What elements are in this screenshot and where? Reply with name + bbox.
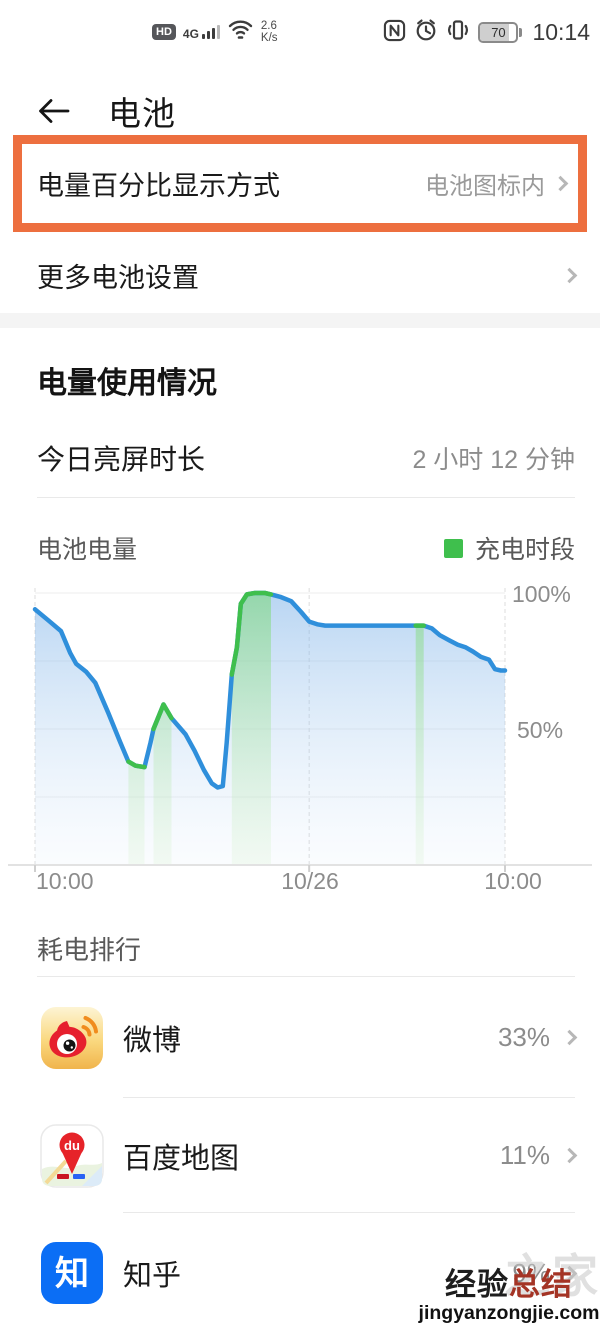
zhihu-app-icon: 知 (40, 1241, 104, 1305)
x-tick-label: 10:00 (484, 868, 542, 894)
chevron-right-icon (561, 1029, 578, 1046)
chevron-right-icon (561, 1265, 578, 1281)
chart-x-axis-labels: 10:00 10/26 10:00 (0, 868, 600, 898)
status-right-cluster: 70 10:14 (383, 18, 590, 47)
chevron-right-icon (561, 1147, 578, 1164)
more-battery-settings-label: 更多电池设置 (37, 262, 199, 293)
app-row-zhihu[interactable]: 知 知乎 9% (0, 1213, 600, 1333)
screen-time-label: 今日亮屏时长 (37, 444, 206, 475)
highlight-annotation-box: 电量百分比显示方式 电池图标内 (13, 135, 587, 232)
x-tick-label: 10/26 (281, 868, 339, 894)
battery-percent-display-label: 电量百分比显示方式 (37, 171, 280, 201)
svg-text:知: 知 (55, 1255, 89, 1293)
charging-legend-label: 充电时段 (474, 536, 575, 564)
svg-text:du: du (64, 1138, 80, 1153)
charging-legend-swatch (443, 538, 463, 558)
screen-time-row: 今日亮屏时长 2 小时 12 分钟 (37, 438, 575, 478)
back-arrow-icon (39, 99, 70, 123)
battery-percent-display-value: 电池图标内 (425, 173, 545, 200)
divider (123, 1097, 575, 1098)
alarm-icon (414, 18, 438, 47)
wifi-icon (227, 18, 254, 45)
battery-percent-display-row[interactable]: 电量百分比显示方式 电池图标内 (22, 144, 578, 223)
screen-time-value: 2 小时 12 分钟 (412, 446, 575, 474)
usage-section-title: 电量使用情况 (37, 367, 217, 400)
page-title: 电池 (108, 95, 176, 132)
app-name: 百度地图 (123, 1142, 240, 1175)
app-battery-percent: 9% (512, 1257, 550, 1288)
speed-unit: K/s (260, 31, 278, 44)
ranking-section-title: 耗电排行 (37, 935, 142, 965)
speed-value: 2.6 (260, 19, 277, 32)
page-header: 电池 (0, 82, 600, 140)
vibrate-icon (446, 18, 470, 47)
network-type: 4G (182, 24, 220, 41)
battery-fill (480, 24, 509, 41)
network-type-label: 4G (182, 26, 199, 41)
status-left-cluster: HD 4G 2.6 K/s (152, 18, 278, 45)
divider (37, 497, 575, 498)
app-row-baidu-maps[interactable]: du 百度地图 11% (0, 1098, 600, 1213)
svg-text:50%: 50% (517, 717, 563, 743)
section-separator (0, 313, 600, 328)
network-speed: 2.6 K/s (261, 20, 278, 44)
legend-charging: 充电时段 (443, 530, 575, 566)
battery-percent-text: 70 (491, 25, 506, 40)
divider (37, 976, 575, 977)
chart-legend-row: 电池电量 充电时段 (37, 530, 575, 566)
divider (123, 1212, 575, 1213)
svg-text:100%: 100% (512, 581, 571, 607)
app-battery-percent: 11% (499, 1140, 550, 1170)
chevron-right-icon (561, 267, 578, 283)
back-button[interactable] (36, 91, 76, 131)
chart-title: 电池电量 (37, 536, 138, 564)
status-bar: HD 4G 2.6 K/s (0, 0, 600, 66)
app-battery-percent: 33% (497, 1022, 550, 1052)
nfc-icon (383, 19, 406, 47)
signal-bars-icon (201, 24, 220, 39)
app-row-weibo[interactable]: 微博 33% (0, 977, 600, 1098)
chevron-right-icon (552, 175, 569, 192)
clock-time: 10:14 (532, 19, 590, 45)
app-name: 知乎 (123, 1260, 182, 1292)
battery-status-icon: 70 (478, 22, 523, 43)
battery-level-chart: 100% 50% (0, 580, 600, 880)
x-tick-label: 10:00 (36, 868, 94, 894)
app-name: 微博 (123, 1024, 182, 1057)
more-battery-settings-row[interactable]: 更多电池设置 (0, 240, 600, 310)
hd-voice-icon: HD (152, 23, 176, 40)
baidu-maps-app-icon: du (40, 1123, 104, 1188)
weibo-app-icon (40, 1006, 104, 1070)
